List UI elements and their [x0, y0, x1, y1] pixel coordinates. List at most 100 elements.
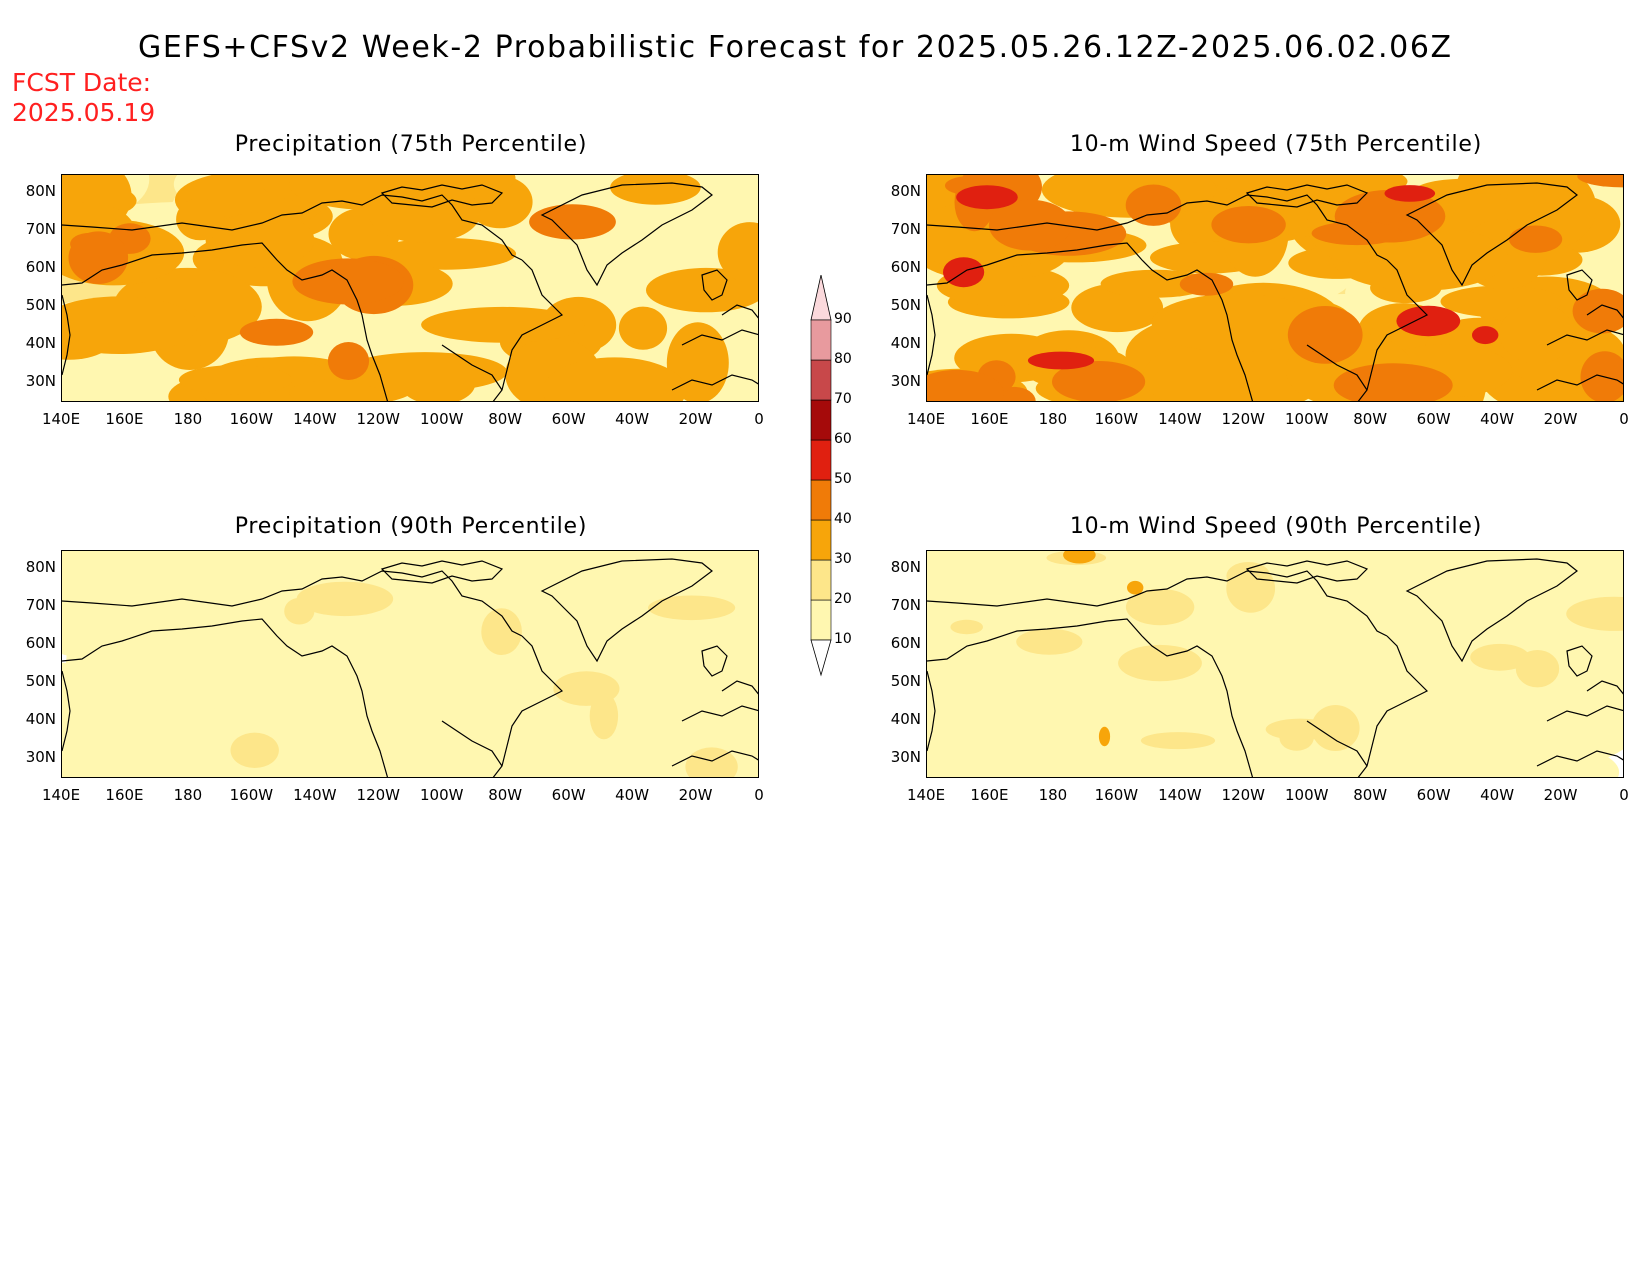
- coastline: [540, 558, 713, 663]
- longitude-label: 180: [173, 410, 203, 428]
- probability-contour: [529, 204, 616, 240]
- colorbar-segment: [810, 519, 832, 561]
- probability-contour: [927, 369, 1004, 401]
- longitude-label: 60W: [551, 786, 586, 804]
- map-precip-75: [61, 174, 759, 402]
- probability-contour: [1063, 551, 1096, 564]
- longitude-label: 140W: [293, 410, 337, 428]
- coastline: [380, 184, 504, 208]
- probability-contour: [1151, 293, 1322, 353]
- longitude-label: 40W: [1480, 410, 1515, 428]
- latitude-label: 60N: [890, 258, 921, 276]
- coastline: [62, 294, 71, 376]
- colorbar-upper-cap: [810, 275, 832, 321]
- latitude-label: 40N: [25, 710, 56, 728]
- longitude-label: 160W: [229, 410, 274, 428]
- latitude-label: 70N: [25, 220, 56, 238]
- coastline: [62, 618, 389, 777]
- colorbar-segment: [810, 479, 832, 521]
- probability-contour: [589, 692, 619, 740]
- longitude-label: 0: [1619, 786, 1629, 804]
- colorbar-segment: [810, 359, 832, 401]
- probability-contour: [284, 597, 315, 625]
- longitude-label: 140E: [41, 410, 81, 428]
- coastline: [1566, 645, 1593, 677]
- probability-contour: [342, 352, 508, 392]
- coastline: [927, 294, 936, 376]
- latitude-label: 50N: [25, 296, 56, 314]
- colorbar-label: 20: [834, 591, 852, 607]
- coastline: [1306, 344, 1368, 391]
- latitude-label: 50N: [890, 672, 921, 690]
- panel-title-wind-90: 10-m Wind Speed (90th Percentile): [1069, 514, 1483, 539]
- longitude-label: 60W: [551, 410, 586, 428]
- longitude-label: 180: [1038, 786, 1068, 804]
- latitude-label: 70N: [25, 596, 56, 614]
- probability-contour: [1027, 351, 1095, 370]
- longitude-label: 140W: [1158, 786, 1202, 804]
- longitude-label: 120W: [356, 410, 400, 428]
- coastline: [927, 242, 1254, 401]
- colorbar-label: 60: [834, 431, 852, 447]
- probability-contour: [1125, 184, 1182, 226]
- latitude-label: 60N: [890, 634, 921, 652]
- longitude-label: 160E: [970, 786, 1009, 804]
- probability-contour: [1311, 221, 1402, 246]
- coastline: [681, 705, 758, 722]
- coastline: [492, 635, 564, 777]
- probability-contour: [1226, 564, 1276, 613]
- probability-contour: [542, 357, 687, 401]
- probability-contour: [62, 551, 252, 647]
- longitude-label: 60W: [1416, 410, 1451, 428]
- latitude-label: 80N: [890, 182, 921, 200]
- coastline: [1586, 304, 1623, 319]
- longitude-label: 20W: [1543, 786, 1578, 804]
- longitude-label: 40W: [615, 786, 650, 804]
- coastline: [1536, 750, 1623, 767]
- probability-contour: [421, 306, 585, 343]
- longitude-label: 160W: [1094, 786, 1139, 804]
- probability-contour: [1311, 705, 1360, 751]
- panel-title-precip-75: Precipitation (75th Percentile): [234, 132, 588, 157]
- coastline: [1546, 705, 1623, 722]
- probability-contour: [1143, 337, 1325, 401]
- coastline: [721, 680, 758, 695]
- colorbar-label: 40: [834, 511, 852, 527]
- probability-contour: [1179, 272, 1234, 296]
- coastline: [62, 242, 389, 401]
- longitude-label: 120W: [1221, 410, 1265, 428]
- latitude-label: 30N: [25, 748, 56, 766]
- probability-contour: [1333, 363, 1453, 401]
- probability-contour: [1384, 185, 1436, 202]
- colorbar-lower-cap: [810, 639, 832, 677]
- longitude-label: 80W: [488, 410, 523, 428]
- forecast-date: FCST Date: 2025.05.19: [12, 68, 155, 128]
- map-wind-90: [926, 550, 1624, 778]
- probability-contour: [956, 185, 1018, 210]
- longitude-label: 100W: [1284, 786, 1329, 804]
- coastline: [927, 570, 1388, 637]
- longitude-label: 160W: [1094, 410, 1139, 428]
- coastline: [441, 720, 503, 767]
- coastline: [1245, 560, 1369, 584]
- latitude-label: 80N: [25, 558, 56, 576]
- coastline: [62, 194, 523, 261]
- coastline: [681, 329, 758, 346]
- longitude-label: 140E: [41, 786, 81, 804]
- probability-contour: [1016, 628, 1083, 655]
- latitude-label: 70N: [890, 220, 921, 238]
- longitude-label: 160E: [105, 786, 144, 804]
- latitude-label: 80N: [25, 182, 56, 200]
- probability-contour: [1566, 596, 1623, 631]
- latitude-label: 40N: [890, 710, 921, 728]
- probability-contour: [481, 608, 522, 655]
- probability-contour: [1515, 650, 1560, 688]
- latitude-label: 30N: [890, 372, 921, 390]
- latitude-label: 40N: [25, 334, 56, 352]
- longitude-label: 20W: [678, 786, 713, 804]
- longitude-label: 60W: [1416, 786, 1451, 804]
- probability-contour: [440, 568, 586, 636]
- colorbar-label: 10: [834, 631, 852, 647]
- coastline: [701, 269, 728, 301]
- longitude-label: 160W: [229, 786, 274, 804]
